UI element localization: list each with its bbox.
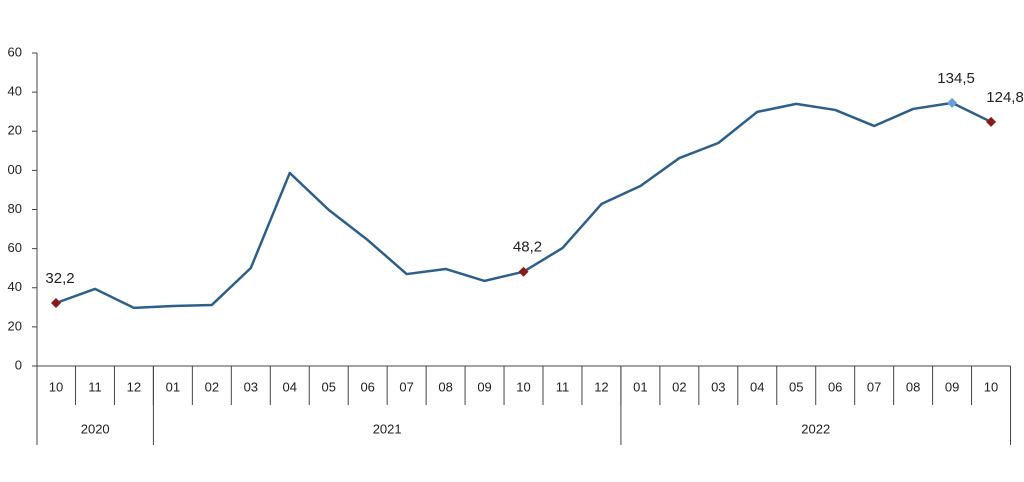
point-marker — [986, 116, 997, 127]
year-label: 2021 — [373, 421, 402, 436]
x-tick-label: 12 — [127, 379, 141, 394]
x-tick-label: 09 — [945, 379, 959, 394]
x-tick-label: 02 — [205, 379, 219, 394]
x-tick-label: 01 — [633, 379, 647, 394]
year-label: 2020 — [81, 421, 110, 436]
y-tick-label: 60 — [8, 240, 22, 255]
x-tick-label: 04 — [750, 379, 764, 394]
x-tick-label: 09 — [477, 379, 491, 394]
x-tick-label: 06 — [828, 379, 842, 394]
x-tick-label: 11 — [556, 379, 570, 394]
x-tick-label: 07 — [399, 379, 413, 394]
x-tick-label: 10 — [984, 379, 998, 394]
x-tick-label: 04 — [283, 379, 297, 394]
point-marker — [947, 97, 958, 108]
y-tick-label: 80 — [8, 201, 22, 216]
x-tick-label: 06 — [360, 379, 374, 394]
x-tick-label: 05 — [321, 379, 335, 394]
x-tick-label: 07 — [867, 379, 881, 394]
year-label: 2022 — [801, 421, 830, 436]
y-tick-label: 00 — [8, 162, 22, 177]
x-tick-label: 03 — [244, 379, 258, 394]
y-tick-label: 40 — [8, 84, 22, 99]
point-marker — [51, 298, 61, 309]
x-tick-label: 03 — [711, 379, 725, 394]
x-tick-label: 02 — [672, 379, 686, 394]
y-tick-label: 20 — [8, 318, 22, 333]
value-label: 48,2 — [513, 239, 542, 256]
value-label: 32,2 — [45, 270, 74, 287]
value-label: 124,8 — [986, 89, 1024, 106]
value-label: 134,5 — [937, 70, 975, 87]
y-tick-label: 40 — [8, 279, 22, 294]
y-tick-label: 0 — [15, 357, 22, 372]
x-tick-label: 05 — [789, 379, 803, 394]
x-tick-label: 01 — [166, 379, 180, 394]
y-tick-label: 20 — [8, 123, 22, 138]
data-line — [55, 101, 992, 310]
x-tick-label: 12 — [594, 379, 608, 394]
x-tick-label: 08 — [906, 379, 920, 394]
x-tick-label: 08 — [438, 379, 452, 394]
point-marker — [518, 266, 529, 277]
x-tick-label: 11 — [88, 379, 102, 394]
x-tick-label: 10 — [516, 379, 530, 394]
y-tick-label: 60 — [8, 44, 22, 59]
x-tick-label: 10 — [49, 379, 63, 394]
